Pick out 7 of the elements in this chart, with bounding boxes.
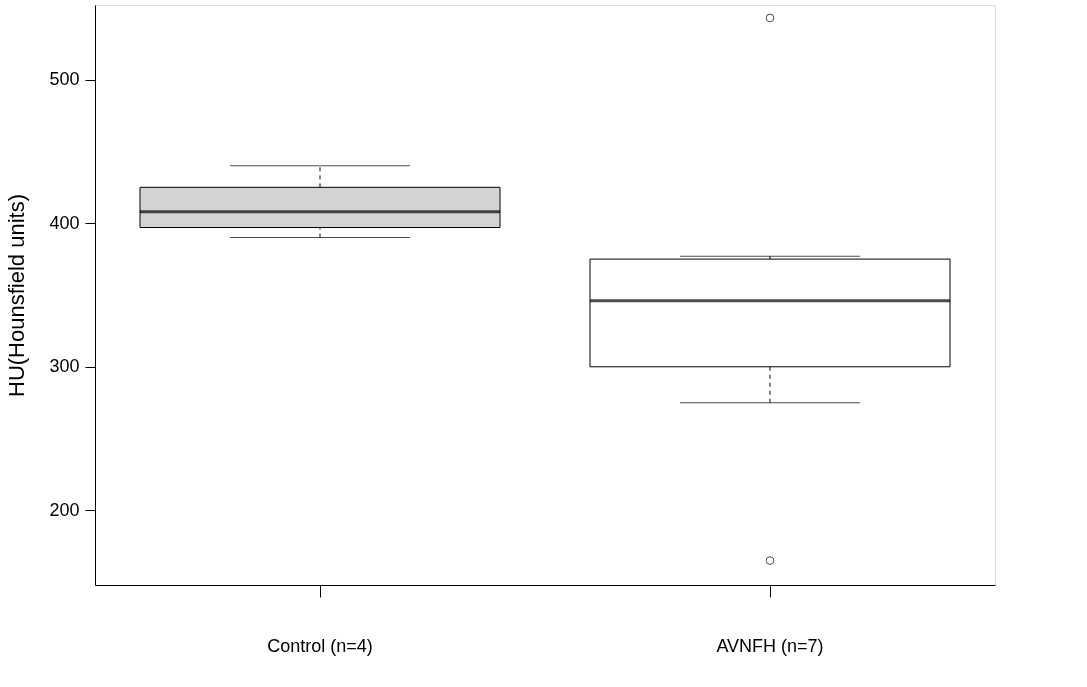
- y-tick-label: 200: [49, 499, 80, 520]
- y-axis-title: HU(Hounsfield units): [4, 194, 30, 397]
- y-tick-label: 500: [49, 69, 80, 90]
- y-tick-label: 300: [49, 356, 80, 377]
- x-tick-label: AVNFH (n=7): [716, 635, 824, 656]
- x-tick-label: Control (n=4): [267, 635, 373, 656]
- y-tick-label: 400: [49, 212, 80, 233]
